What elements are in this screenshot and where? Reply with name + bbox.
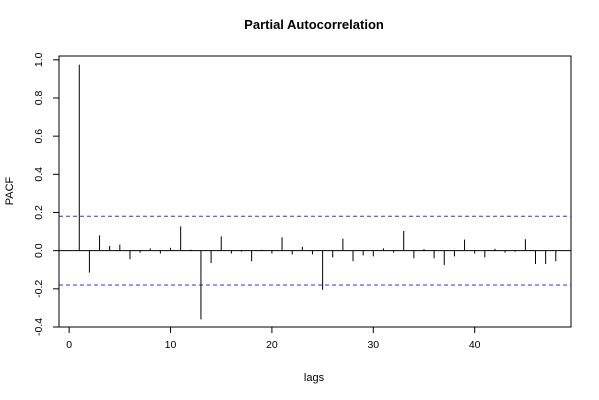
y-tick-label: 1.0 bbox=[33, 52, 45, 67]
x-tick-label: 0 bbox=[66, 339, 72, 351]
plot-frame bbox=[58, 55, 572, 328]
x-tick-label: 40 bbox=[469, 339, 481, 351]
y-tick-label: -0.4 bbox=[33, 318, 45, 336]
pacf-bars bbox=[59, 64, 571, 320]
x-tick-label: 30 bbox=[367, 339, 379, 351]
y-axis: -0.4 -0.2 0.0 0.2 0.4 0.6 0.8 1.0 bbox=[33, 52, 60, 336]
y-tick-label: 0.0 bbox=[33, 243, 45, 258]
y-tick-label: 0.8 bbox=[33, 91, 45, 106]
x-tick-label: 20 bbox=[266, 339, 278, 351]
y-tick-label: 0.2 bbox=[33, 205, 45, 220]
x-axis: 0 10 20 30 40 bbox=[66, 326, 481, 351]
y-axis-label: PACF bbox=[4, 176, 16, 205]
y-tick-label: 0.4 bbox=[33, 167, 45, 182]
x-tick-label: 10 bbox=[165, 339, 177, 351]
chart-title: Partial Autocorrelation bbox=[244, 17, 384, 32]
confidence-bands bbox=[59, 215, 571, 286]
y-tick-label: -0.2 bbox=[33, 280, 45, 298]
y-tick-label: 0.6 bbox=[33, 129, 45, 144]
x-axis-label: lags bbox=[304, 372, 325, 384]
